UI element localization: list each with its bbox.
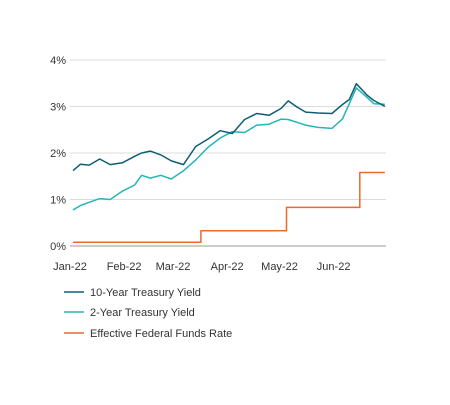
legend-label: Effective Federal Funds Rate — [90, 328, 232, 340]
x-tick-label: Jun-22 — [317, 261, 351, 273]
y-tick-label: 3% — [50, 102, 66, 114]
series-line-2 — [72, 171, 386, 244]
legend-item: Effective Federal Funds Rate — [64, 328, 232, 340]
legend-item: 2-Year Treasury Yield — [64, 307, 195, 319]
legend-label: 10-Year Treasury Yield — [90, 287, 201, 299]
x-tick-label: Mar-22 — [156, 261, 191, 273]
series-line-0 — [72, 82, 386, 171]
y-tick-label: 1% — [50, 195, 66, 207]
x-tick-label: Apr-22 — [211, 261, 244, 273]
x-tick-label: Feb-22 — [107, 261, 142, 273]
grid — [70, 59, 386, 247]
series-area — [72, 82, 386, 244]
legend-label: 2-Year Treasury Yield — [90, 307, 195, 319]
legend: 10-Year Treasury Yield 2-Year Treasury Yi… — [64, 287, 232, 340]
axes: 0% 1% 2% 3% 4% Jan-22 Feb-22 Mar-22 Apr-22 May-22… — [50, 55, 350, 273]
legend-item: 10-Year Treasury Yield — [64, 287, 201, 299]
x-tick-label: Jan-22 — [53, 261, 87, 273]
series-line-1 — [72, 87, 386, 211]
y-tick-label: 2% — [50, 148, 66, 160]
x-tick-label: May-22 — [261, 261, 298, 273]
y-tick-label: 0% — [50, 241, 66, 253]
y-tick-label: 4% — [50, 55, 66, 67]
